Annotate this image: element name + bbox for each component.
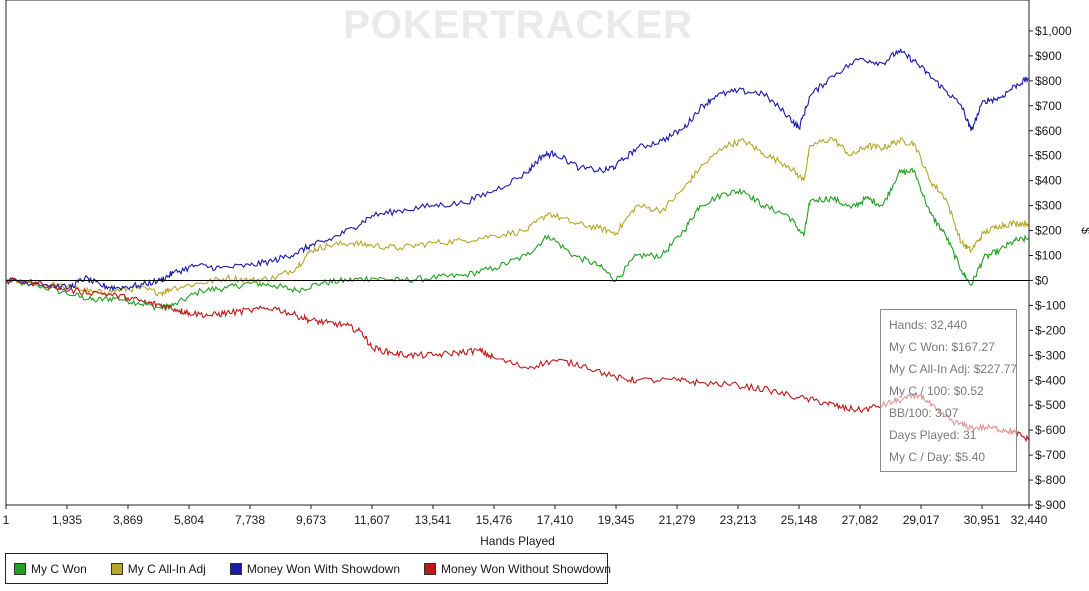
series-line-money-won-with-showdown (5, 47, 1030, 292)
stat-days-played: Days Played: 31 (889, 428, 977, 442)
stat-won: My C Won: $167.27 (889, 340, 995, 354)
y-tick-label: $-800 (1035, 473, 1066, 487)
chart-legend: My C Won My C All-In Adj Money Won With … (5, 553, 611, 584)
series-line-money-won-without-showdown (5, 277, 1030, 443)
stat-bb-per-100: BB/100: 3.07 (889, 406, 959, 420)
stat-hands: Hands: 32,440 (889, 318, 968, 332)
y-tick-label: $-400 (1035, 373, 1066, 387)
y-tick-label: $-900 (1035, 498, 1066, 512)
chart-area: POKERTRACKER 1 1,935 3,869 5,804 7,738 9,673 1… (3, 0, 1089, 548)
y-tick-label: $700 (1035, 99, 1062, 113)
stat-per-day: My C / Day: $5.40 (889, 450, 986, 464)
plot-layer (5, 47, 1030, 443)
stat-per-100: My C / 100: $0.52 (889, 384, 984, 398)
legend-item-all-in-adj[interactable]: My C All-In Adj (110, 561, 206, 576)
stats-tooltip: Hands: 32,440 My C Won: $167.27 My C All… (880, 309, 1017, 472)
x-tick-label: 15,476 (476, 513, 513, 527)
x-tick-label: 30,951 (964, 513, 1001, 527)
y-tick-label: $300 (1035, 199, 1062, 213)
x-tick-label: 25,148 (781, 513, 818, 527)
y-tick-label: $-600 (1035, 423, 1066, 437)
legend-item-with-showdown[interactable]: Money Won With Showdown (229, 561, 401, 576)
y-tick-label: $-300 (1035, 348, 1066, 362)
y-tick-label: $-500 (1035, 398, 1066, 412)
x-tick-label: 21,279 (659, 513, 696, 527)
legend-label: My C Won (31, 561, 87, 576)
x-tick-label: 11,607 (354, 513, 390, 527)
x-tick-label: 32,440 (1011, 513, 1048, 527)
legend-swatch (229, 562, 242, 575)
x-tick-label: 19,345 (598, 513, 635, 527)
legend-swatch (14, 562, 26, 575)
x-tick-label: 27,082 (842, 513, 879, 527)
x-tick-label: 13,541 (415, 513, 452, 527)
legend-label: Money Won Without Showdown (441, 561, 611, 576)
y-tick-label: $1,000 (1035, 24, 1072, 38)
x-tick-label: 1,935 (52, 513, 82, 527)
series-line-my-c-won (5, 167, 1030, 312)
x-tick-label: 1 (3, 513, 10, 527)
y-tick-label: $400 (1035, 174, 1062, 188)
legend-label: My C All-In Adj (127, 561, 206, 576)
y-tick-label: $-700 (1035, 448, 1066, 462)
y-tick-label: $800 (1035, 74, 1062, 88)
y-axis-title: $ (1079, 227, 1089, 234)
y-tick-label: $600 (1035, 124, 1062, 138)
watermark-text: POKERTRACKER (343, 3, 693, 47)
legend-swatch (110, 562, 123, 575)
x-tick-label: 29,017 (903, 513, 940, 527)
plot-frame (5, 0, 1030, 506)
x-tick-label: 5,804 (174, 513, 204, 527)
x-axis-title: Hands Played (480, 534, 555, 548)
x-tick-label: 17,410 (537, 513, 574, 527)
legend-swatch (424, 562, 437, 575)
x-tick-label: 23,213 (720, 513, 757, 527)
y-tick-label: $900 (1035, 49, 1062, 63)
x-tick-label: 3,869 (113, 513, 143, 527)
stat-allin-adj: My C All-In Adj: $227.77 (889, 362, 1018, 376)
y-axis: $1,000 $900 $800 $700 $600 $500 $400 $300 $200 $1… (1029, 24, 1072, 512)
x-axis: 1 1,935 3,869 5,804 7,738 9,673 11,607 13,541 15… (3, 505, 1048, 527)
series-line-my-c-all-in-adj (5, 136, 1030, 298)
legend-item-my-c-won[interactable]: My C Won (14, 562, 87, 576)
y-tick-label: $200 (1035, 224, 1062, 238)
y-tick-label: $0 (1035, 273, 1049, 287)
y-tick-label: $100 (1035, 249, 1062, 263)
y-tick-label: $500 (1035, 149, 1062, 163)
y-tick-label: $-200 (1035, 323, 1066, 337)
x-tick-label: 7,738 (235, 513, 265, 527)
x-tick-label: 9,673 (296, 513, 326, 527)
y-tick-label: $-100 (1035, 298, 1066, 312)
legend-item-without-showdown[interactable]: Money Won Without Showdown (424, 562, 611, 576)
legend-label: Money Won With Showdown (246, 561, 401, 576)
